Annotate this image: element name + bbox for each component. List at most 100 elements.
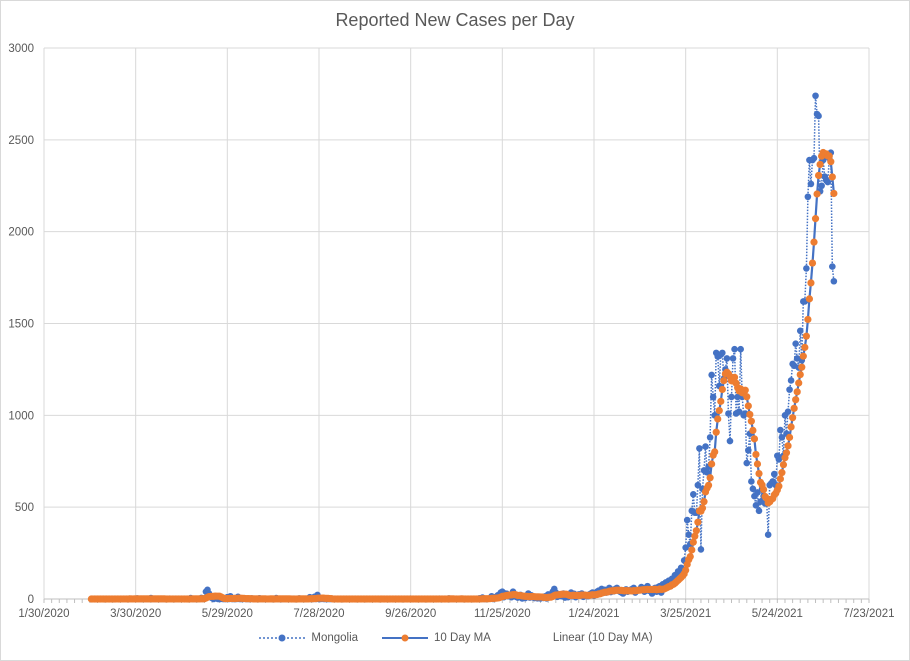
ma-point: [830, 189, 838, 198]
mongolia-point: [685, 531, 693, 539]
ma-point: [775, 482, 783, 490]
ma-point: [749, 426, 757, 434]
ma-point: [799, 352, 807, 360]
x-tick-label: 11/25/2020: [474, 608, 531, 620]
ma-point: [752, 450, 760, 459]
ma-point: [741, 386, 749, 394]
mongolia-point: [784, 408, 792, 415]
mongolia-point: [743, 459, 751, 467]
mongolia-point: [682, 544, 689, 551]
ma-point: [801, 343, 809, 351]
solid-marker-line-icon: [382, 634, 429, 642]
mongolia-point: [709, 393, 717, 401]
mongolia-point: [703, 468, 711, 476]
ma-point: [816, 160, 824, 169]
mongolia-line: [91, 95, 835, 601]
mongolia-point: [735, 408, 743, 415]
mongolia-point: [770, 470, 778, 478]
ma-point: [827, 158, 835, 166]
legend: Mongolia 10 Day MA Linear (10 Day MA): [0, 632, 910, 644]
mongolia-point: [719, 349, 726, 357]
mongolia-point: [830, 277, 838, 285]
legend-label-trendline: Linear (10 Day MA): [552, 632, 653, 644]
chart-title: Reported New Cases per Day: [335, 10, 575, 30]
mongolia-point: [786, 386, 793, 393]
x-tick-label: 1/24/2021: [568, 608, 619, 620]
ma-point: [682, 566, 690, 574]
ma-point: [714, 415, 722, 423]
ma-point: [808, 259, 817, 267]
ma-point: [807, 279, 815, 287]
x-tick-label: 7/23/2021: [843, 608, 894, 620]
dotted-marker-line-icon: [259, 634, 306, 642]
ma-point: [793, 388, 801, 396]
ma-point: [804, 315, 812, 324]
ma-point: [787, 423, 795, 431]
mongolia-point: [697, 546, 705, 553]
x-tick-label: 7/28/2020: [293, 608, 344, 620]
ma-point: [744, 402, 752, 410]
ma-point: [720, 377, 728, 385]
ma-point: [810, 238, 818, 246]
mongolia-point: [829, 263, 836, 270]
ma-point: [698, 504, 707, 512]
mongolia-point: [815, 112, 822, 120]
ma-point: [750, 435, 759, 443]
ma-point: [692, 527, 700, 535]
mongolia-point: [737, 345, 744, 353]
ma-point: [759, 485, 768, 494]
ma-point: [691, 532, 699, 540]
ma-point: [796, 370, 804, 379]
ma-point: [711, 448, 719, 456]
mongolia-point: [810, 154, 818, 162]
x-tick-label: 9/26/2020: [385, 608, 436, 620]
ma-point: [779, 461, 788, 469]
mongolia-point: [683, 516, 691, 524]
ma-point: [743, 393, 751, 401]
x-tick-label: 3/30/2020: [110, 608, 161, 620]
mongolia-point: [775, 456, 783, 463]
ma-point: [694, 518, 702, 526]
mongolia-point: [728, 393, 735, 401]
ma-point: [776, 475, 784, 483]
ma-point: [706, 474, 714, 482]
ma-point: [828, 173, 836, 181]
mongolia-point: [804, 193, 812, 201]
mongolia-point: [708, 371, 715, 379]
legend-label-mongolia: Mongolia: [311, 632, 359, 644]
ma-point: [805, 295, 814, 303]
ma-point: [717, 397, 725, 405]
ma-point: [689, 538, 697, 546]
legend-item-mongolia: Mongolia: [257, 632, 358, 644]
ma-point: [718, 385, 726, 394]
mongolia-point: [754, 489, 761, 496]
ma-point: [802, 332, 810, 340]
y-tick-label: 0: [28, 594, 34, 606]
mongolia-point: [792, 340, 799, 348]
mongolia-point: [734, 393, 741, 401]
mongolia-point: [694, 481, 702, 489]
legend-label-ma: 10 Day MA: [434, 632, 491, 644]
ma-point: [753, 460, 762, 468]
ma-point: [814, 171, 823, 180]
y-tick-label: 1000: [8, 410, 34, 422]
ma-point: [715, 406, 723, 415]
mongolia-point: [796, 327, 804, 335]
ma-point: [712, 428, 720, 436]
ma-point: [798, 363, 806, 371]
legend-item-ma: 10 Day MA: [380, 632, 491, 644]
ma-point: [789, 414, 797, 422]
x-tick-label: 5/24/2021: [752, 608, 803, 620]
ma-point: [795, 379, 803, 387]
mongolia-point: [725, 410, 732, 417]
ma-point: [825, 152, 833, 160]
mongolia-point: [696, 445, 703, 452]
mongolia-point: [749, 485, 757, 493]
mongolia-point: [723, 355, 731, 362]
mongolia-point: [748, 478, 755, 485]
mongolia-point: [731, 345, 738, 353]
mongolia-point: [755, 507, 763, 515]
mongolia-point: [702, 443, 709, 450]
mongolia-point: [752, 502, 760, 509]
